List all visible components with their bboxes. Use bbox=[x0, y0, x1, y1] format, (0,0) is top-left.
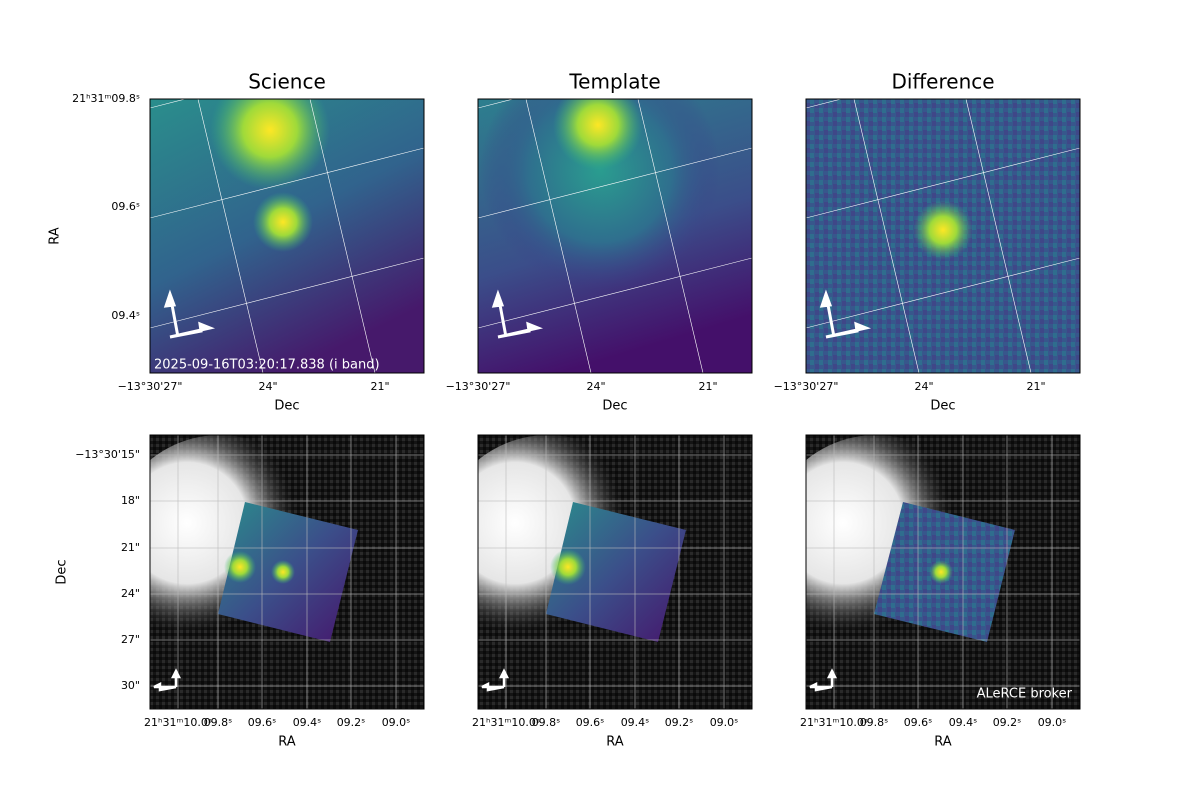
template-cutout bbox=[478, 435, 752, 709]
y-tick-label: 09.6ˢ bbox=[111, 200, 140, 213]
x-tick-label: 09.6ˢ bbox=[576, 716, 605, 729]
x-axis-label: RA bbox=[278, 735, 296, 750]
y-tick-label: 21" bbox=[121, 541, 140, 554]
grid-line bbox=[197, 99, 264, 373]
x-tick-label: 09.2ˢ bbox=[993, 716, 1022, 729]
science-image bbox=[150, 99, 424, 373]
x-tick-label: 24" bbox=[258, 380, 277, 393]
grid-line bbox=[150, 147, 424, 219]
x-tick-label: 21ʰ31ᵐ10.0ˢ bbox=[144, 716, 212, 729]
arrow bbox=[163, 289, 216, 339]
grid-line bbox=[806, 257, 1080, 329]
x-tick-label: 21ʰ31ᵐ10.0ˢ bbox=[472, 716, 540, 729]
grid-line bbox=[478, 147, 752, 219]
coordinate-grid bbox=[150, 435, 1080, 709]
grid-line bbox=[525, 99, 592, 373]
annotation: 2025-09-16T03:20:17.838 (i band) bbox=[154, 358, 380, 373]
grid-line bbox=[853, 99, 920, 373]
frame bbox=[477, 98, 753, 374]
x-axis-label: Dec bbox=[274, 399, 299, 414]
x-tick-label: −13°30'27" bbox=[774, 380, 839, 393]
x-tick-label: 09.6ˢ bbox=[248, 716, 277, 729]
x-axis-label: Dec bbox=[602, 399, 627, 414]
grid-line bbox=[150, 257, 424, 329]
y-tick-label: 24" bbox=[121, 587, 140, 600]
x-tick-label: 09.4ˢ bbox=[293, 716, 322, 729]
template-image bbox=[478, 99, 752, 373]
y-tick-label: 30" bbox=[121, 679, 140, 692]
x-tick-label: 09.4ˢ bbox=[949, 716, 978, 729]
x-tick-label: 21" bbox=[698, 380, 717, 393]
arrow bbox=[153, 668, 182, 692]
x-tick-label: 24" bbox=[914, 380, 933, 393]
arrow bbox=[481, 668, 510, 692]
x-tick-label: 09.0ˢ bbox=[1038, 716, 1067, 729]
x-tick-label: 09.0ˢ bbox=[382, 716, 411, 729]
x-tick-label: 09.2ˢ bbox=[665, 716, 694, 729]
x-tick-label: 09.0ˢ bbox=[710, 716, 739, 729]
frame bbox=[149, 98, 425, 374]
panel-title: Science bbox=[248, 70, 326, 94]
x-axis-label: RA bbox=[606, 735, 624, 750]
x-axis-label: Dec bbox=[930, 399, 955, 414]
y-axis-label: RA bbox=[48, 227, 63, 245]
grid-line bbox=[637, 99, 704, 373]
panel-title: Template bbox=[568, 70, 660, 94]
difference-cutout bbox=[806, 435, 1080, 709]
x-tick-label: 24" bbox=[586, 380, 605, 393]
y-tick-label: 27" bbox=[121, 633, 140, 646]
y-axis-label: Dec bbox=[55, 559, 70, 584]
annotation: ALeRCE broker bbox=[977, 687, 1073, 702]
y-tick-label: −13°30'15" bbox=[75, 448, 140, 461]
x-tick-label: 09.2ˢ bbox=[337, 716, 366, 729]
x-tick-label: 09.6ˢ bbox=[904, 716, 933, 729]
science-cutout bbox=[150, 435, 424, 709]
grid-line bbox=[309, 99, 376, 373]
x-tick-label: 09.8ˢ bbox=[532, 716, 561, 729]
x-axis-label: RA bbox=[934, 735, 952, 750]
x-tick-label: −13°30'27" bbox=[118, 380, 183, 393]
coordinate-grid bbox=[150, 99, 1080, 373]
y-tick-label: 21ʰ31ᵐ09.8ˢ bbox=[72, 92, 140, 105]
difference-image bbox=[806, 99, 1080, 373]
x-tick-label: 09.4ˢ bbox=[621, 716, 650, 729]
orientation-arrows bbox=[153, 289, 872, 692]
x-tick-label: 21" bbox=[370, 380, 389, 393]
y-tick-label: 18" bbox=[121, 494, 140, 507]
frame bbox=[805, 434, 1081, 710]
x-tick-label: −13°30'27" bbox=[446, 380, 511, 393]
x-tick-label: 21" bbox=[1026, 380, 1045, 393]
frame bbox=[477, 434, 753, 710]
panel-title: Difference bbox=[891, 70, 994, 94]
x-tick-label: 21ʰ31ᵐ10.0ˢ bbox=[800, 716, 868, 729]
arrow bbox=[491, 289, 544, 339]
arrow bbox=[819, 289, 872, 339]
grid-line bbox=[965, 99, 1032, 373]
grid-line bbox=[806, 147, 1080, 219]
y-tick-label: 09.4ˢ bbox=[111, 309, 140, 322]
x-tick-label: 09.8ˢ bbox=[204, 716, 233, 729]
grid-line bbox=[478, 257, 752, 329]
arrow bbox=[809, 668, 838, 692]
axes-frames bbox=[149, 98, 1081, 710]
x-tick-label: 09.8ˢ bbox=[860, 716, 889, 729]
frame bbox=[805, 98, 1081, 374]
frame bbox=[149, 434, 425, 710]
